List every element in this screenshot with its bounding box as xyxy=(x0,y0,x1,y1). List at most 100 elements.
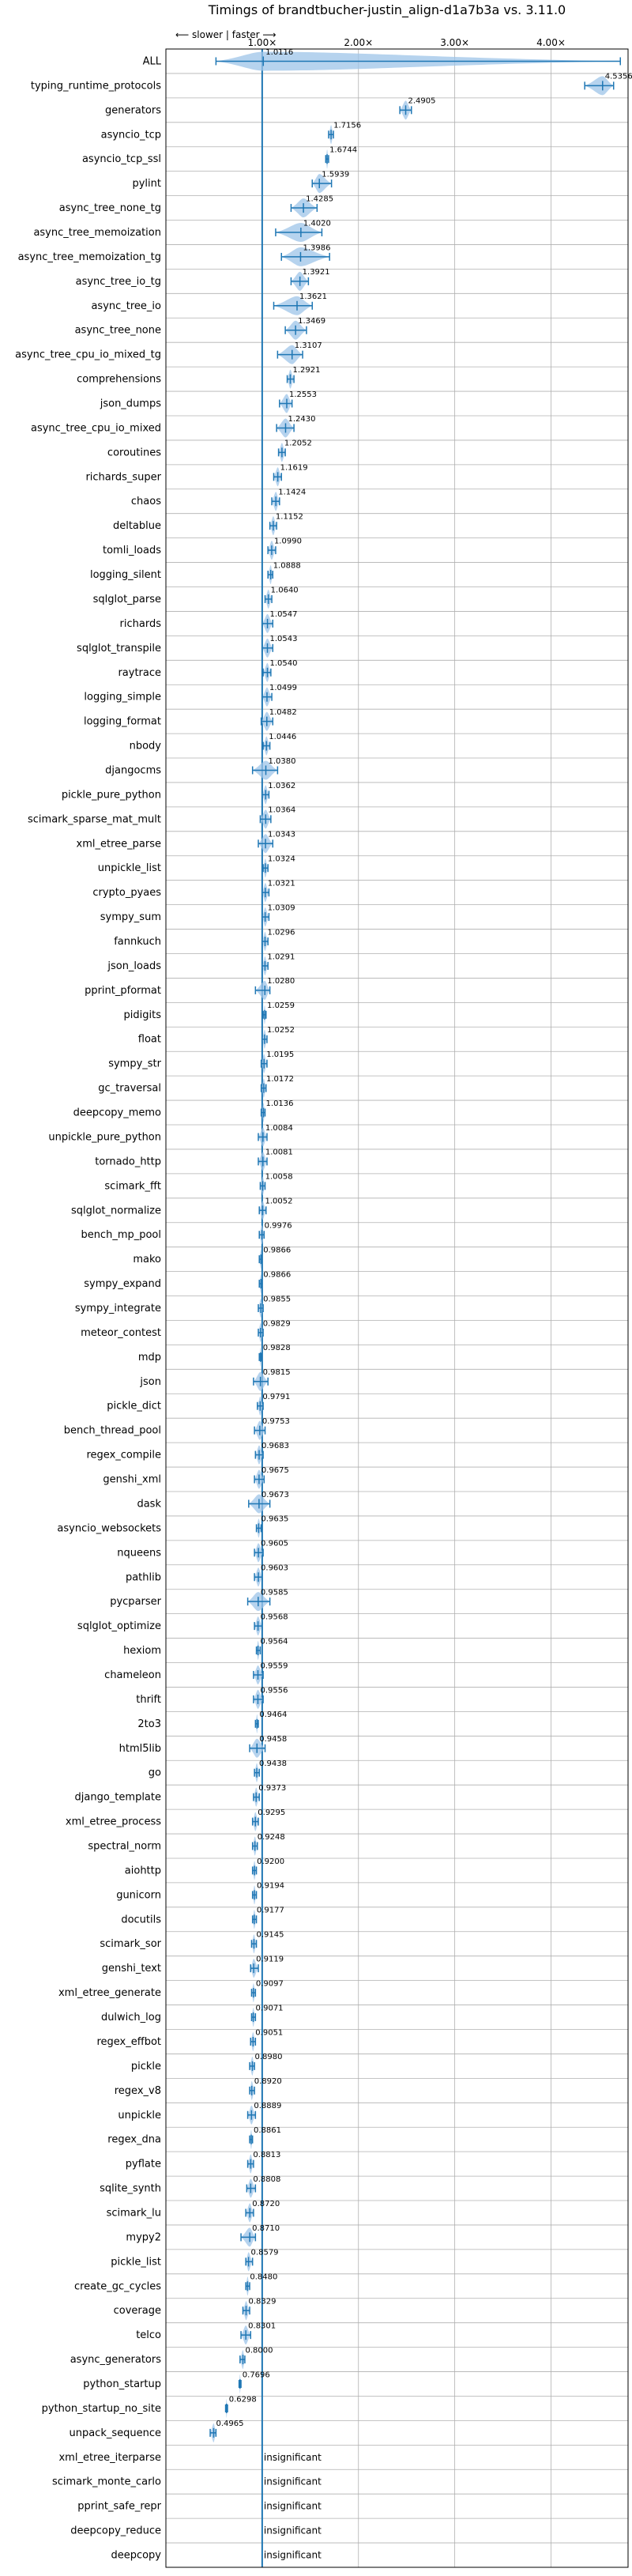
value-label: 0.9464 xyxy=(259,1710,287,1719)
value-label: 0.9145 xyxy=(256,1931,284,1940)
category-label: unpickle_list xyxy=(98,862,161,874)
value-label: 1.0482 xyxy=(269,708,297,717)
value-label: 1.3469 xyxy=(298,317,325,326)
category-label: richards xyxy=(120,618,162,630)
category-label: async_tree_memoization_tg xyxy=(18,251,161,263)
category-label: html5lib xyxy=(119,1743,161,1755)
value-label: 1.0446 xyxy=(269,733,296,741)
value-label: 1.0364 xyxy=(268,806,295,815)
category-label: docutils xyxy=(121,1914,161,1925)
value-label: 0.9976 xyxy=(265,1222,292,1231)
category-label: deepcopy xyxy=(111,2550,161,2562)
value-label: 1.0084 xyxy=(265,1124,293,1133)
value-label: 0.9119 xyxy=(256,1956,284,1964)
category-label: xml_etree_iterparse xyxy=(58,2452,161,2464)
value-label: 1.0280 xyxy=(267,977,295,986)
value-label: 1.1424 xyxy=(278,488,306,497)
value-label: 0.9673 xyxy=(261,1491,289,1499)
category-label: json xyxy=(139,1376,161,1388)
category-label: async_tree_io_tg xyxy=(76,276,161,288)
category-label: pickle_list xyxy=(111,2256,161,2268)
category-label: json_dumps xyxy=(100,398,161,410)
value-label: 1.0252 xyxy=(267,1026,295,1035)
value-label: 1.1152 xyxy=(276,513,303,522)
value-label: 1.0324 xyxy=(268,855,295,864)
value-label: 1.0640 xyxy=(271,586,299,594)
category-label: aiohttp xyxy=(125,1865,161,1876)
category-label: async_tree_io xyxy=(91,300,161,312)
value-label: 0.9248 xyxy=(258,1833,285,1842)
category-label: django_template xyxy=(75,1792,161,1804)
value-label: 1.1619 xyxy=(280,464,308,473)
value-label: 0.8579 xyxy=(251,2249,279,2257)
category-label: async_tree_none_tg xyxy=(59,202,161,214)
category-label: mdp xyxy=(138,1352,161,1363)
value-label: 1.4285 xyxy=(306,194,333,203)
category-label: nbody xyxy=(130,741,162,752)
category-label: chaos xyxy=(131,496,161,507)
category-label: deltablue xyxy=(113,520,161,532)
value-label: 0.9295 xyxy=(258,1808,285,1817)
category-label: logging_simple xyxy=(84,692,161,703)
value-label: 1.0195 xyxy=(266,1050,294,1059)
value-label: 1.0058 xyxy=(265,1173,293,1182)
category-label: pidigits xyxy=(124,1009,162,1021)
marks-layer xyxy=(209,49,621,2567)
value-label: 1.6744 xyxy=(329,146,357,155)
value-label: 0.9791 xyxy=(262,1393,290,1401)
category-label: regex_compile xyxy=(86,1450,161,1461)
category-label: comprehensions xyxy=(77,374,161,386)
value-label: 1.0547 xyxy=(270,610,298,619)
category-label: pprint_pformat xyxy=(85,985,161,997)
category-label: asyncio_tcp_ssl xyxy=(82,153,161,165)
chart-title: Timings of brandtbucher-justin_align-d1a… xyxy=(208,2,566,18)
category-label: mypy2 xyxy=(126,2231,161,2243)
value-label: 0.8889 xyxy=(254,2102,281,2110)
value-label: 0.9458 xyxy=(259,1735,287,1744)
category-label: sympy_str xyxy=(108,1058,161,1070)
category-label: crypto_pyaes xyxy=(92,887,161,899)
category-label: sympy_expand xyxy=(84,1278,161,1290)
x-tick-label-top: 1.00× xyxy=(247,37,276,48)
category-label: go xyxy=(149,1767,161,1779)
category-label: unpickle xyxy=(118,2110,161,2122)
category-label: scimark_lu xyxy=(107,2207,161,2219)
category-label: pylint xyxy=(132,178,161,190)
value-label: 0.9556 xyxy=(260,1686,288,1695)
value-label: 0.8480 xyxy=(250,2273,277,2282)
value-label: 0.8000 xyxy=(246,2346,273,2355)
value-label: 0.7696 xyxy=(243,2370,270,2379)
value-label: 0.8808 xyxy=(253,2175,280,2184)
category-label: generators xyxy=(105,104,161,116)
value-label: 1.0172 xyxy=(266,1075,294,1084)
value-label: 0.9683 xyxy=(261,1442,289,1450)
category-label: tornado_http xyxy=(95,1156,161,1167)
value-label: 0.9866 xyxy=(263,1270,291,1279)
category-label: ALL xyxy=(143,55,162,67)
category-label: deepcopy_reduce xyxy=(70,2525,161,2537)
value-label: 0.9866 xyxy=(263,1246,291,1254)
value-label: 1.0888 xyxy=(273,561,301,570)
value-label: 0.8710 xyxy=(252,2224,280,2233)
value-label: 1.5939 xyxy=(322,170,349,179)
value-label: insignificant xyxy=(264,2501,322,2512)
category-label: logging_format xyxy=(84,716,161,728)
value-label: 1.0136 xyxy=(266,1099,294,1108)
x-tick-label-top: 3.00× xyxy=(440,37,469,48)
category-label: pyflate xyxy=(126,2159,161,2171)
value-label: 0.9585 xyxy=(261,1589,288,1597)
plot-frame xyxy=(165,48,629,2568)
value-label: 0.8301 xyxy=(248,2321,276,2330)
value-label: 1.7156 xyxy=(333,122,361,130)
category-label: scimark_sor xyxy=(100,1938,161,1950)
category-label: genshi_text xyxy=(102,1963,161,1974)
category-label: pathlib xyxy=(126,1571,161,1583)
value-label: 0.9855 xyxy=(263,1295,291,1303)
category-label: sqlglot_optimize xyxy=(77,1620,161,1632)
category-label: coverage xyxy=(114,2305,161,2317)
value-label: 1.3921 xyxy=(303,268,330,277)
value-label: 0.9675 xyxy=(261,1466,289,1475)
category-label: coroutines xyxy=(107,447,161,458)
value-label: 1.3986 xyxy=(303,243,330,252)
